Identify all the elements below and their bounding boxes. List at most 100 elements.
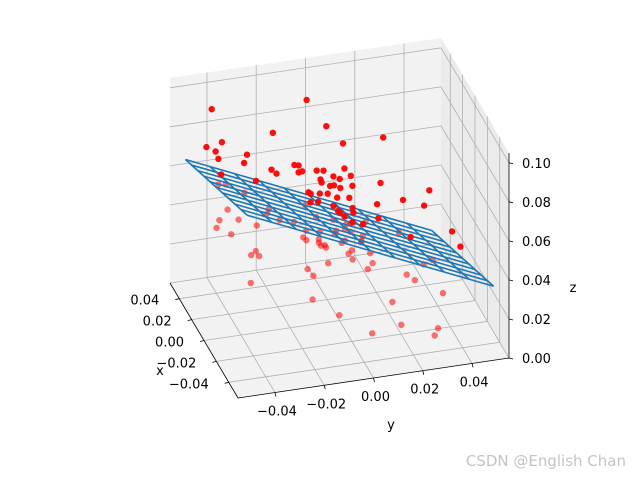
scatter-point: [336, 209, 343, 216]
z-tick-mark: [508, 162, 514, 165]
scatter-point: [348, 247, 355, 254]
scatter-point: [216, 217, 223, 224]
scatter-point: [218, 171, 225, 178]
z-tick-label: 0.04: [522, 274, 551, 289]
scatter-point: [411, 277, 418, 284]
scatter-point: [315, 236, 322, 243]
scatter-point: [398, 321, 405, 328]
scatter-point: [323, 123, 330, 130]
grid-line-z: [169, 164, 510, 281]
x-tick-label: 0.04: [130, 294, 159, 309]
scatter-point: [322, 244, 330, 251]
grid-line-z: [169, 242, 510, 359]
scatter-point: [399, 196, 407, 204]
wireframe-line: [406, 222, 470, 280]
scatter-point: [315, 198, 322, 205]
z-tick-mark: [508, 318, 514, 321]
scatter-point: [303, 96, 310, 104]
scatter-point: [224, 206, 231, 213]
x-tick-mark: [224, 381, 229, 384]
scatter-point: [317, 242, 325, 249]
wireframe-line: [191, 164, 439, 237]
scatter-point: [420, 202, 428, 209]
scatter-point: [336, 312, 343, 319]
scatter-point: [304, 265, 311, 273]
scatter-point: [299, 168, 306, 175]
grid-line-z: [169, 47, 510, 164]
scatter-point: [252, 177, 260, 185]
scatter-point: [269, 129, 277, 136]
scatter-point: [346, 194, 353, 201]
z-tick-label: 0.08: [522, 196, 551, 211]
y-tick-label: 0.02: [410, 383, 439, 398]
scatter-point: [320, 167, 327, 174]
scatter-point: [309, 296, 316, 303]
scatter-point: [248, 251, 255, 259]
scatter-point: [273, 170, 280, 177]
scatter-point: [349, 182, 356, 189]
scatter-point: [334, 194, 341, 201]
x-tick-label: 0.02: [143, 315, 172, 330]
wireframe-line: [357, 208, 421, 266]
scatter-point: [300, 234, 307, 241]
z-tick-mark: [508, 240, 514, 243]
scatter-point: [434, 325, 442, 332]
wireframe-line: [381, 215, 445, 273]
scatter-point: [215, 155, 222, 163]
y-tick-label: 0.04: [460, 375, 489, 390]
y-tick-mark: [471, 363, 474, 368]
scatter-point: [203, 143, 210, 151]
y-tick-label: −0.02: [306, 397, 346, 412]
scatter-point: [347, 172, 354, 179]
x-tick-mark: [187, 319, 192, 321]
y-tick-label: −0.04: [257, 405, 297, 420]
z-tick-label: 0.00: [522, 352, 551, 367]
z-tick-mark: [508, 279, 514, 282]
scatter-point: [247, 279, 254, 287]
scatter-point: [310, 272, 317, 279]
scatter-point: [364, 266, 371, 273]
y-axis-label: y: [387, 418, 395, 433]
z-tick-label: 0.06: [522, 235, 551, 250]
scatter-point: [341, 165, 348, 172]
y-tick-label: 0.00: [361, 390, 390, 405]
scatter-point: [341, 213, 348, 220]
z-tick-mark: [508, 357, 514, 360]
scatter-point: [350, 209, 357, 216]
scatter-point: [291, 161, 298, 169]
scatter-point: [313, 167, 320, 174]
scatter-point: [253, 222, 260, 229]
scatter-point: [218, 139, 226, 146]
scatter-point: [330, 202, 337, 209]
scatter-point: [256, 252, 263, 260]
scatter-point: [339, 140, 347, 147]
y-tick-mark: [422, 370, 425, 375]
scatter-point: [235, 216, 242, 223]
y-tick-mark: [274, 392, 277, 397]
x-tick-mark: [175, 298, 180, 301]
scatter-point: [380, 134, 387, 141]
scatter-point: [431, 332, 438, 339]
scatter-point: [389, 298, 396, 306]
watermark: CSDN @English Chan: [465, 452, 626, 470]
scatter-point: [330, 182, 338, 189]
scatter-point: [305, 189, 312, 196]
scatter-point: [337, 184, 344, 192]
scatter-point: [369, 330, 376, 337]
scatter-front: [203, 96, 464, 250]
scatter-point: [316, 190, 323, 197]
wireframe-line: [197, 169, 445, 243]
wireframe-line: [209, 181, 457, 254]
scatter-point: [349, 256, 356, 263]
scatter-point: [349, 219, 356, 226]
scatter-point: [252, 247, 259, 255]
x-axis-label: x: [156, 364, 164, 379]
x-tick-label: −0.04: [169, 377, 209, 392]
z-tick-label: 0.02: [522, 313, 551, 328]
y-tick-mark: [373, 377, 375, 383]
x-tick-mark: [212, 361, 217, 363]
x-tick-label: −0.02: [157, 356, 197, 371]
scatter-point: [369, 259, 376, 267]
scatter-point: [212, 148, 219, 155]
